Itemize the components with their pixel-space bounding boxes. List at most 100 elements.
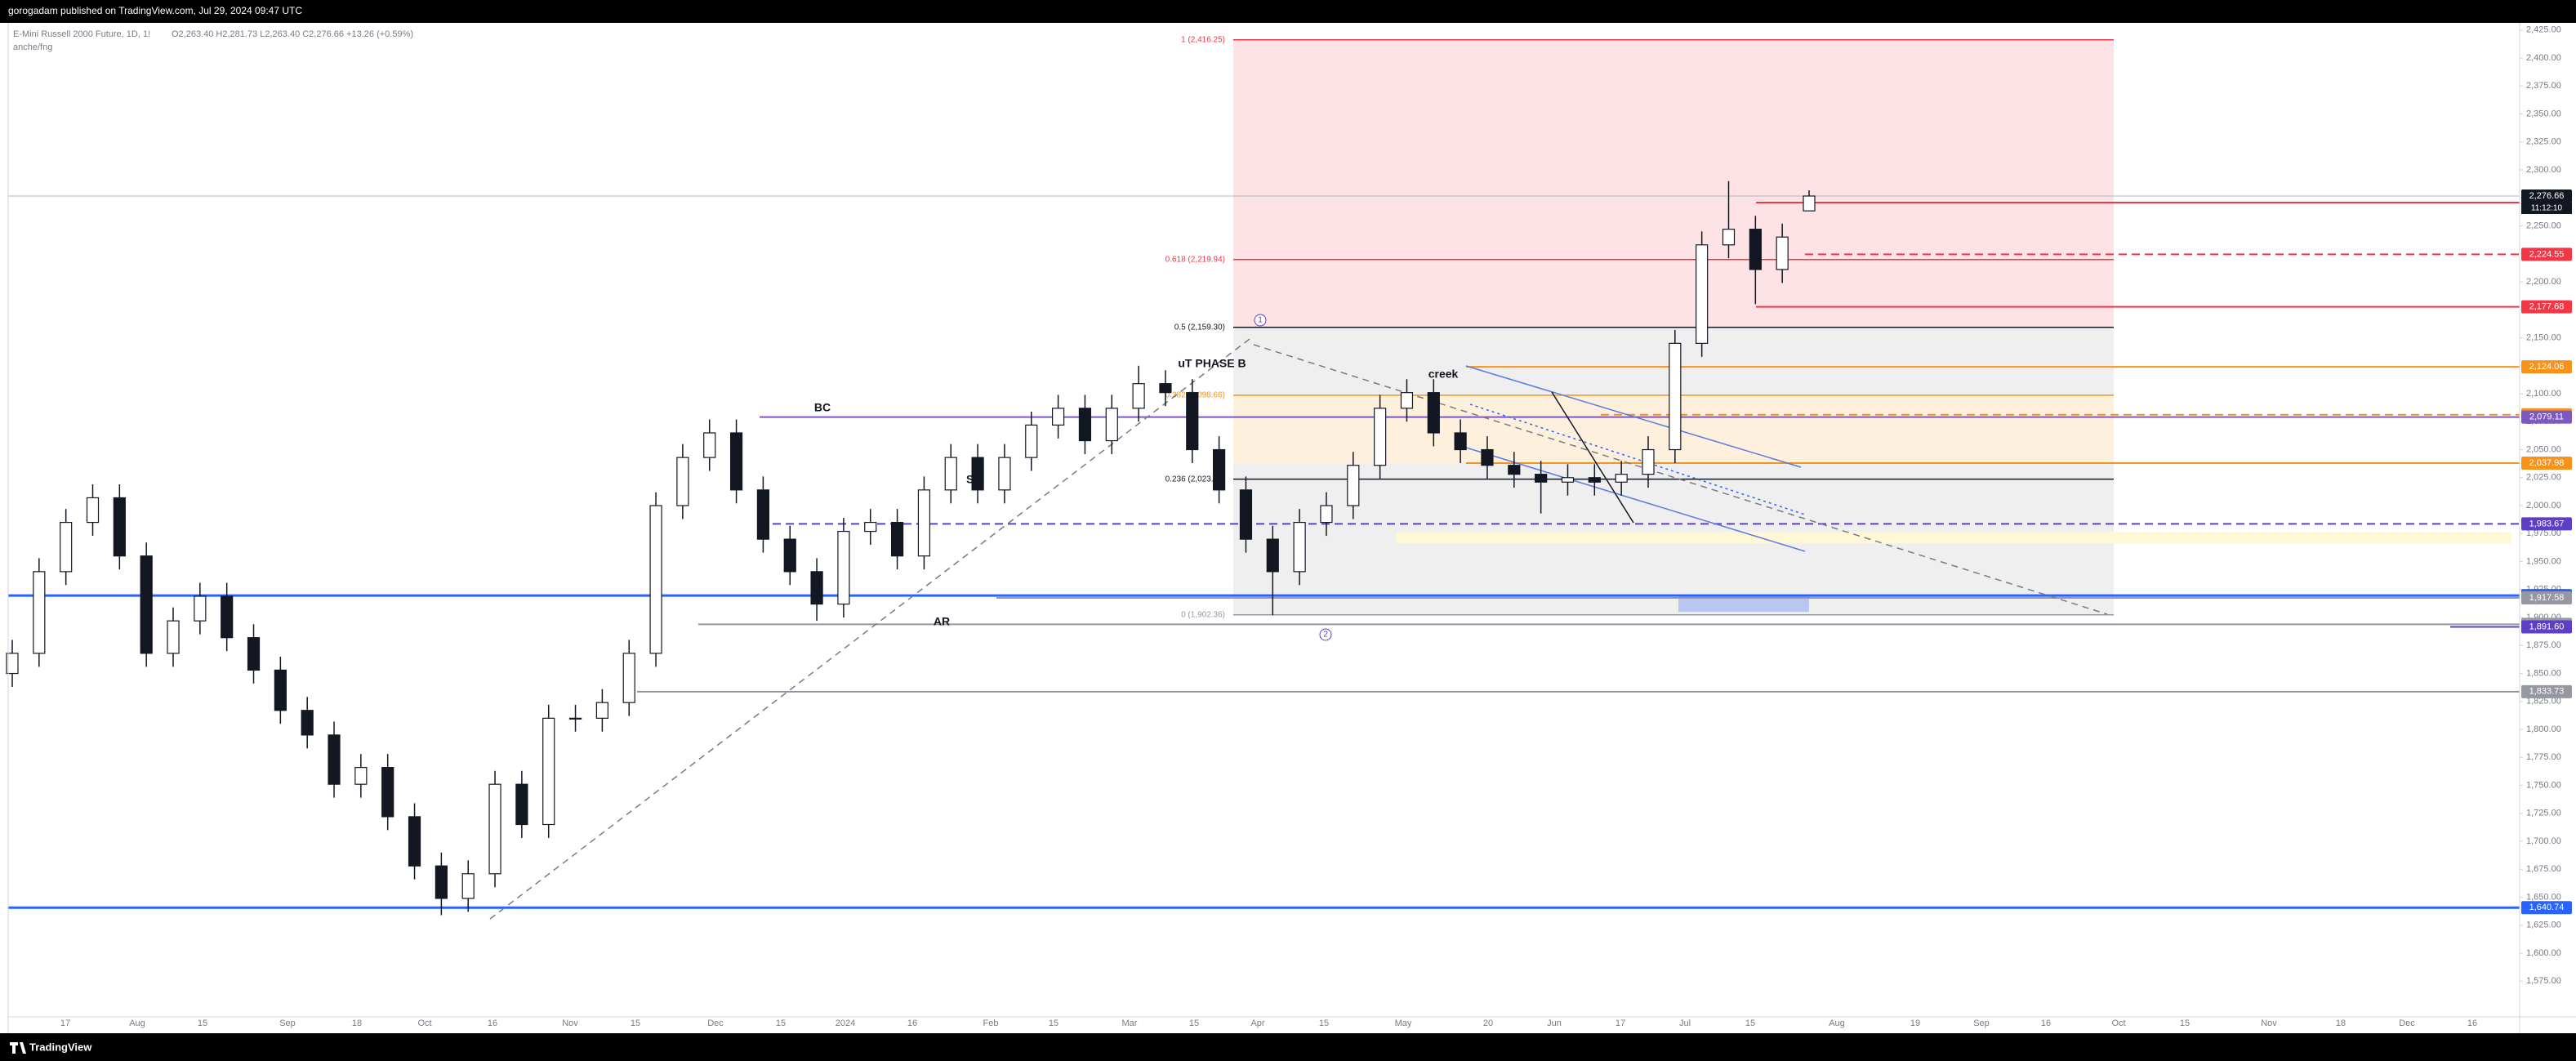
candle-body [1213,448,1226,491]
price-tag [2521,410,2572,424]
x-tick-label: 18 [2336,1019,2346,1028]
y-tick-label: 2,325.00 [2526,137,2561,147]
price-tag-label: 1,640.74 [2529,903,2565,912]
y-tick-label: 2,300.00 [2526,165,2561,175]
brand: TradingView [29,1041,92,1053]
chart-title: E-Mini Russell 2000 Future, 1D, 1! [13,29,150,39]
y-tick-label: 1,775.00 [2526,752,2561,762]
annotation: creek [1428,368,1459,381]
candle-body [515,783,528,826]
x-tick-label: Mar [1122,1019,1138,1028]
y-tick-label: 1,950.00 [2526,556,2561,566]
y-tick-label: 1,575.00 [2526,976,2561,986]
price-tag-label: 2,276.66 [2529,191,2565,201]
support-band [1397,532,2511,544]
fib-label: 0.618 (2,219.94) [1165,255,1225,264]
candle-body [864,521,877,533]
candle-body [167,620,180,654]
x-tick-label: 16 [2041,1019,2051,1028]
candle-body [1159,383,1172,394]
countdown: 11:12:10 [2531,204,2563,213]
x-tick-label: 15 [2180,1019,2190,1028]
x-tick-label: 15 [1189,1019,1199,1028]
annotation: uT PHASE B [1178,357,1246,370]
trend-line [1469,403,1806,515]
fib-label: 1 (2,416.25) [1181,35,1225,44]
fib-label: 0.5 (2,159.30) [1174,323,1225,332]
trend-line [1465,365,1802,468]
candle-body [1293,521,1306,573]
y-tick-label: 1,675.00 [2526,864,2561,874]
candle-body [247,637,261,671]
x-tick-label: 15 [631,1019,640,1028]
marker-circle [1254,314,1267,327]
candle-body [1561,477,1575,483]
candle-body [756,489,770,540]
y-tick-label: 2,100.00 [2526,389,2561,399]
x-tick-label: 15 [1049,1019,1058,1028]
x-tick-label: Jul [1679,1019,1691,1028]
price-tag [2521,300,2572,314]
annotation: ST [966,473,981,486]
annotation: BC [814,401,831,414]
y-tick-label: 2,400.00 [2526,53,2561,63]
price-tag-label: 1,917.58 [2529,593,2565,603]
bottom-bar [0,1033,2576,1061]
candle-body [998,457,1011,491]
price-tag-label: 2,037.98 [2529,458,2565,468]
candle-body [1025,424,1038,458]
y-tick-label: 1,975.00 [2526,528,2561,538]
x-tick-label: 2024 [836,1019,855,1028]
candle-body [890,521,904,557]
price-tag [2521,247,2572,261]
candle-body [568,717,582,720]
y-tick-label: 1,700.00 [2526,836,2561,846]
candle-body [783,538,796,573]
y-tick-label: 1,600.00 [2526,948,2561,958]
price-tag-label: 1,833.73 [2529,687,2565,697]
x-tick-label: Aug [129,1019,145,1028]
x-tick-label: 15 [1319,1019,1329,1028]
price-tag [2521,901,2572,915]
candle-body [917,489,931,557]
candle-body [542,717,555,826]
fib-zone-upper [1233,39,2114,328]
annotation: 2 [1323,631,1328,640]
candle-body [1374,408,1387,466]
candle-body [86,497,100,524]
candle-body [1803,195,1816,212]
candle-body [944,457,957,491]
candle-body [1535,474,1548,483]
x-tick-label: Oct [417,1019,431,1028]
x-tick-label: Nov [2261,1019,2277,1028]
candle-body [1132,383,1145,409]
logo [10,1042,26,1054]
candle-body [33,571,46,654]
candle-body [1508,465,1521,475]
marker-circle [1319,628,1332,641]
candle-body [408,816,421,867]
x-tick-label: 17 [1616,1019,1625,1028]
x-tick-label: Nov [562,1019,578,1028]
trend-line [1253,344,2108,615]
price-tag [2521,620,2572,634]
top-bar [0,0,2576,23]
x-tick-label: Aug [1829,1019,1845,1028]
candle-body [837,530,850,605]
price-tag-label: 2,124.06 [2529,362,2565,372]
plot-area: 1 (2,416.25) 0.618 (2,219.94) 0.5 (2,159.3… [6,23,2576,1033]
trend-line [1465,447,1806,552]
price-tag-label: 2,224.55 [2529,249,2565,259]
x-tick-label: Apr [1250,1019,1264,1028]
y-tick-label: 1,800.00 [2526,724,2561,734]
fib-label: 0 (1,902.36) [1181,610,1225,619]
x-tick-label: Sep [279,1019,296,1028]
x-tick-label: 19 [1910,1019,1920,1028]
candle-body [1427,392,1440,434]
y-tick-label: 1,650.00 [2526,892,2561,902]
candle-body [1669,342,1682,451]
x-tick-label: Sep [1973,1019,1990,1028]
x-tick-label: 20 [1483,1019,1493,1028]
ohlc-legend: O2,263.40 H2,281.73 L2,263.40 C2,276.66 … [172,29,413,39]
candle-body [703,432,716,458]
